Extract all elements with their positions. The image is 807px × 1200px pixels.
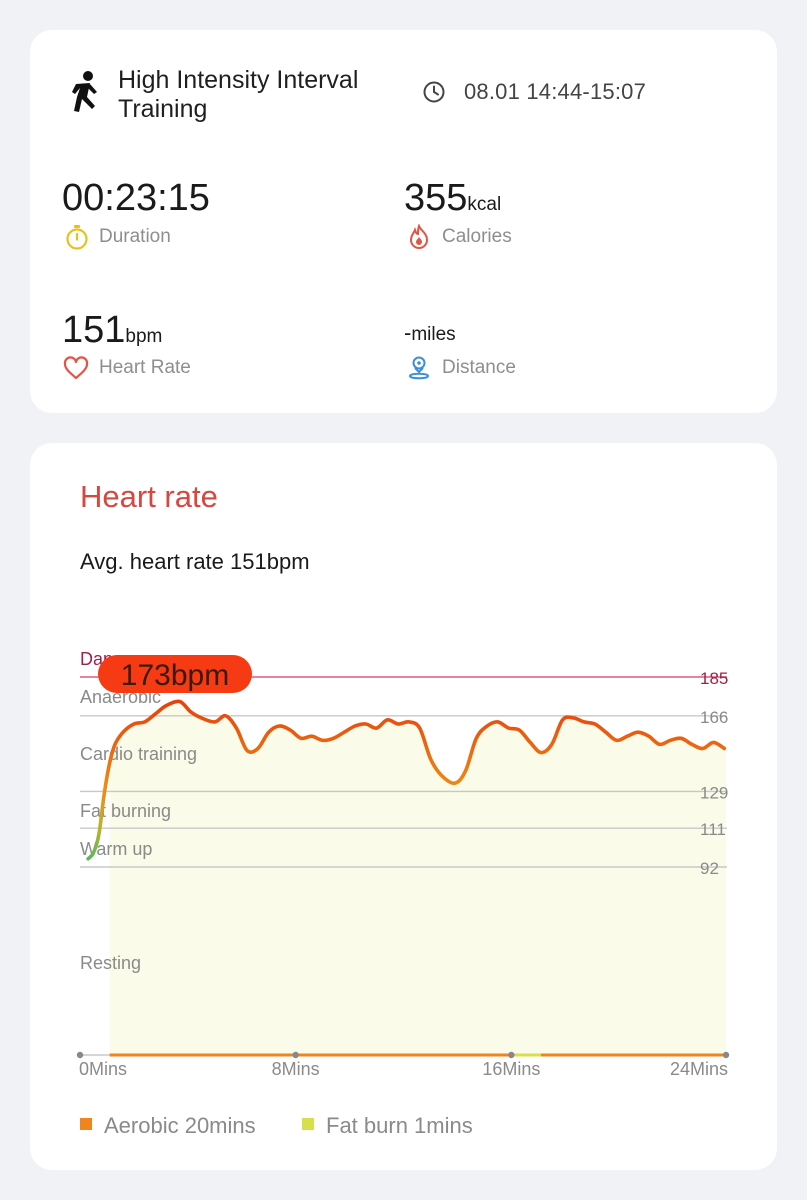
y-tick-label: 129 <box>700 783 728 802</box>
x-tick-dot <box>292 1051 299 1059</box>
clock-icon <box>423 81 445 103</box>
duration-value: 00:23:15 <box>62 177 210 219</box>
distance-value: - <box>404 320 412 345</box>
x-tick-label: 24Mins <box>670 1059 728 1079</box>
heart-rate-chart: 18516612911192DangerousAnaerobicCardio t… <box>76 649 730 1079</box>
legend-swatch-aerobic <box>80 1118 92 1130</box>
legend-swatch-fat-burn <box>302 1118 314 1130</box>
heart-rate-metric: 151bpm <box>62 310 162 350</box>
workout-time-range: 08.01 14:44-15:07 <box>464 79 646 104</box>
average-heart-rate: Avg. heart rate 151bpm <box>80 549 310 574</box>
legend-label-fat-burn: Fat burn 1mins <box>326 1113 473 1138</box>
y-tick-label: 111 <box>700 820 726 839</box>
calories-metric: 355kcal <box>404 178 501 218</box>
calories-unit: kcal <box>467 194 502 215</box>
heart-rate-curve <box>86 699 727 861</box>
x-tick-label: 16Mins <box>482 1059 540 1079</box>
x-tick-dot <box>508 1051 515 1059</box>
location-pin-icon <box>408 356 430 380</box>
calories-label: Calories <box>442 226 512 247</box>
x-tick-dot <box>722 1051 730 1059</box>
heart-icon <box>63 356 89 380</box>
peak-badge-label: 173bpm <box>121 659 229 692</box>
zone-label-resting: Resting <box>80 953 141 973</box>
heart-rate-title: Heart rate <box>80 479 218 514</box>
y-tick-label: 166 <box>700 708 728 727</box>
heart-rate-area-fill <box>109 701 726 1055</box>
heart-rate-unit: bpm <box>125 326 163 347</box>
distance-unit: miles <box>411 324 456 345</box>
workout-name: High Intensity Interval Training <box>118 66 359 123</box>
workout-summary-card: High Intensity Interval Training 08.01 1… <box>30 30 777 413</box>
distance-metric: -miles <box>404 320 456 346</box>
heart-rate-label: Heart Rate <box>99 357 191 378</box>
x-tick-label: 0Mins <box>79 1059 127 1079</box>
flame-icon <box>409 224 429 249</box>
zone-label-cardio-training: Cardio training <box>80 744 197 764</box>
stopwatch-icon <box>66 225 88 250</box>
duration-metric: 00:23:15 <box>62 178 210 218</box>
y-tick-label: 92 <box>700 859 719 878</box>
heart-rate-value: 151 <box>62 309 126 351</box>
heart-rate-card: Heart rate Avg. heart rate 151bpm 185 166… <box>30 443 777 1170</box>
distance-label: Distance <box>442 357 516 378</box>
legend-label-aerobic: Aerobic 20mins <box>104 1113 256 1138</box>
x-tick-dot <box>76 1051 84 1059</box>
calories-value: 355 <box>404 177 468 219</box>
zone-label-fat-burning: Fat burning <box>80 801 171 821</box>
running-person-icon <box>72 71 97 112</box>
x-tick-label: 8Mins <box>272 1059 320 1079</box>
peak-badge <box>98 655 252 693</box>
y-tick-label: 185 <box>700 669 728 688</box>
duration-label: Duration <box>99 226 171 247</box>
